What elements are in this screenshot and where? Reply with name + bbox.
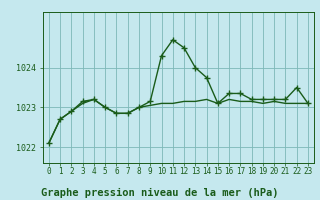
Text: Graphe pression niveau de la mer (hPa): Graphe pression niveau de la mer (hPa) [41, 188, 279, 198]
